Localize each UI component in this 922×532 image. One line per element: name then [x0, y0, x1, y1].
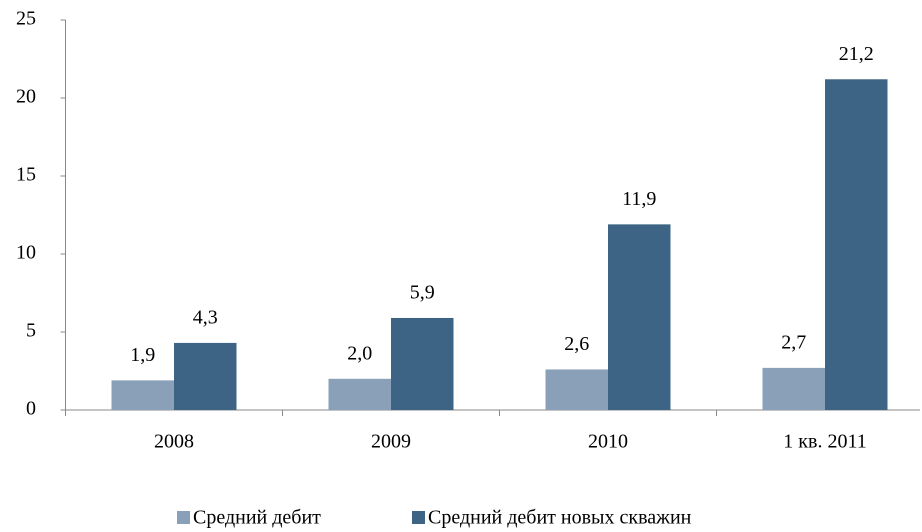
bar	[328, 378, 391, 410]
x-tick-label: 2010	[588, 431, 628, 453]
legend-label: Средний дебит	[193, 507, 321, 529]
value-label: 21,2	[839, 43, 874, 65]
y-tick-label: 20	[16, 86, 36, 108]
bar	[391, 317, 454, 410]
value-label: 1,9	[130, 344, 155, 366]
legend-swatch	[412, 511, 425, 524]
value-label: 11,9	[622, 188, 656, 210]
value-label: 2,6	[564, 333, 589, 355]
y-tick-label: 5	[26, 320, 36, 342]
legend-label: Средний дебит новых скважин	[428, 507, 692, 529]
x-tick-label: 2009	[371, 431, 411, 453]
bar	[608, 224, 671, 410]
bar	[825, 79, 888, 410]
bar	[111, 380, 174, 410]
bar	[174, 342, 237, 410]
y-tick-label: 25	[16, 8, 36, 30]
legend-swatch	[177, 511, 190, 524]
y-tick-label: 10	[16, 242, 36, 264]
value-label: 5,9	[410, 282, 435, 304]
bar	[762, 367, 825, 410]
x-tick-label: 2008	[154, 431, 194, 453]
value-label: 2,0	[347, 342, 372, 364]
value-label: 2,7	[781, 331, 806, 353]
bar	[545, 369, 608, 410]
x-tick-label: 1 кв. 2011	[783, 431, 866, 453]
y-tick-label: 0	[26, 398, 36, 420]
y-tick-label: 15	[16, 164, 36, 186]
value-label: 4,3	[193, 307, 218, 329]
